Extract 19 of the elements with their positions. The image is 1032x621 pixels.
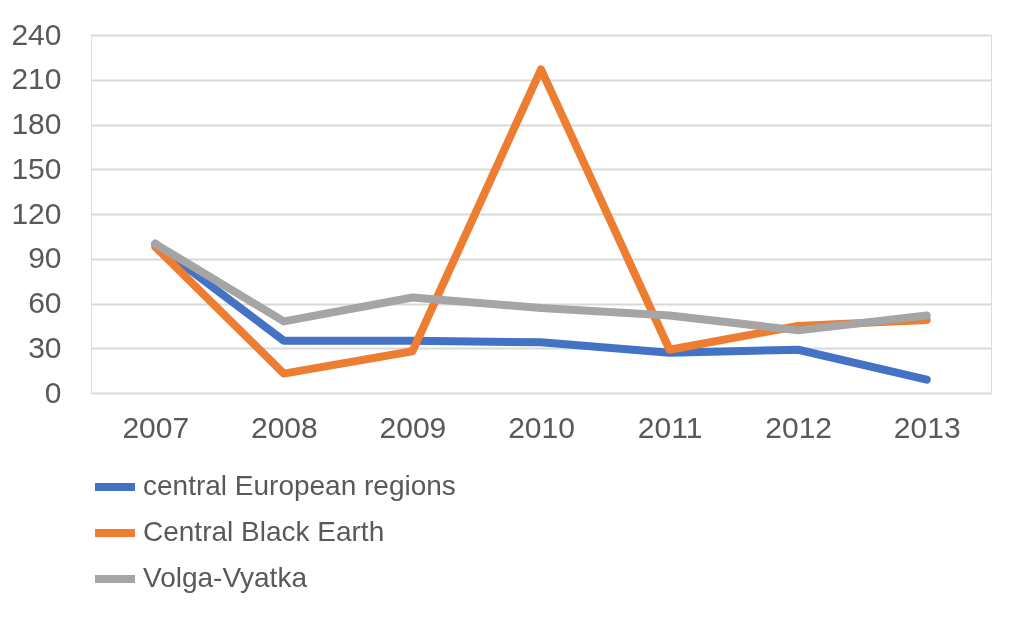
y-tick-label: 30 bbox=[28, 330, 62, 364]
legend-label: Central Black Earth bbox=[143, 516, 385, 547]
x-tick-label: 2010 bbox=[508, 410, 575, 444]
y-tick-label: 90 bbox=[28, 241, 62, 275]
legend-label: central European regions bbox=[143, 470, 456, 501]
y-tick-label: 180 bbox=[11, 107, 62, 140]
legend-label: Volga-Vyatka bbox=[143, 562, 308, 593]
y-tick-label: 120 bbox=[11, 196, 62, 230]
y-tick-label: 210 bbox=[11, 62, 62, 96]
x-tick-label: 2012 bbox=[765, 410, 833, 444]
y-tick-label: 0 bbox=[44, 375, 62, 409]
y-tick-label: 240 bbox=[11, 17, 62, 51]
x-tick-label: 2008 bbox=[250, 410, 318, 444]
x-tick-label: 2007 bbox=[122, 410, 190, 444]
y-tick-label: 150 bbox=[11, 151, 62, 185]
x-tick-label: 2011 bbox=[637, 410, 703, 444]
x-tick-label: 2009 bbox=[379, 410, 447, 444]
y-tick-label: 60 bbox=[28, 286, 62, 319]
x-tick-label: 2013 bbox=[893, 410, 961, 444]
